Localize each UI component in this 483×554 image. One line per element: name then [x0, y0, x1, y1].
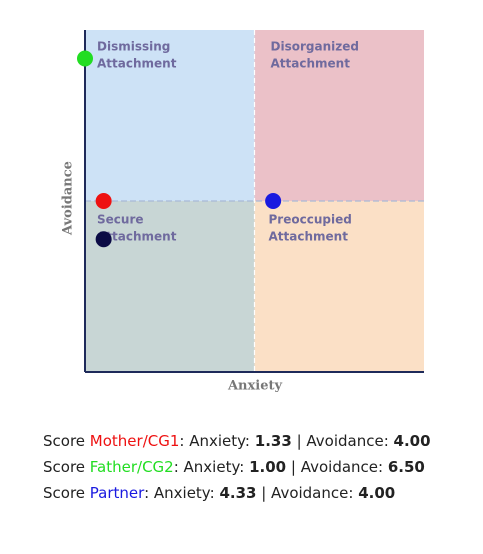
score-word: Score [43, 458, 86, 476]
quadrant-label: Disorganized [271, 40, 359, 54]
quadrant-label: Preoccupied [269, 213, 352, 227]
quadrant [85, 30, 255, 201]
quadrant-label: Attachment [97, 57, 177, 71]
series-name: Mother/CG1 [89, 432, 180, 450]
avoidance-value: 6.50 [387, 458, 425, 476]
series-name: Partner [89, 484, 145, 502]
quadrant-label: Dismissing [97, 40, 170, 54]
avoidance-text: | Avoidance: [290, 458, 384, 476]
point [95, 231, 112, 248]
avoidance-value: 4.00 [358, 484, 396, 502]
score-list: Score Mother/CG1: Anxiety: 1.33 | Avoida… [43, 430, 431, 508]
quadrant-label: Secure [97, 213, 144, 227]
score-line: Score Partner: Anxiety: 4.33 | Avoidance… [43, 482, 431, 508]
score-line: Score Father/CG2: Anxiety: 1.00 | Avoida… [43, 456, 431, 482]
quadrant-label: Attachment [269, 230, 349, 244]
series-name: Father/CG2 [89, 458, 174, 476]
anxiety-value: 1.00 [249, 458, 287, 476]
anxiety-text: : Anxiety: [144, 484, 215, 502]
quadrant [254, 201, 424, 372]
anxiety-value: 4.33 [219, 484, 257, 502]
point [77, 50, 93, 67]
score-word: Score [43, 432, 86, 450]
chart: Anxiety Avoidance Dismissing Attachment Di… [61, 30, 424, 394]
point [265, 193, 282, 209]
anxiety-value: 1.33 [254, 432, 292, 450]
quadrant-label: Attachment [271, 57, 351, 71]
anxiety-text: : Anxiety: [173, 458, 245, 476]
score-line: Score Mother/CG1: Anxiety: 1.33 | Avoida… [43, 430, 431, 456]
score-word: Score [43, 484, 86, 502]
avoidance-text: | Avoidance: [296, 432, 389, 450]
y-axis-title: Avoidance [61, 161, 76, 236]
point [95, 193, 112, 209]
quadrant [85, 201, 255, 372]
quadrant-label: Attachment [97, 230, 177, 244]
avoidance-value: 4.00 [393, 432, 431, 450]
avoidance-text: | Avoidance: [261, 484, 354, 502]
anxiety-text: : Anxiety: [179, 432, 250, 450]
quadrant [254, 30, 424, 201]
x-axis-title: Anxiety [227, 379, 283, 394]
